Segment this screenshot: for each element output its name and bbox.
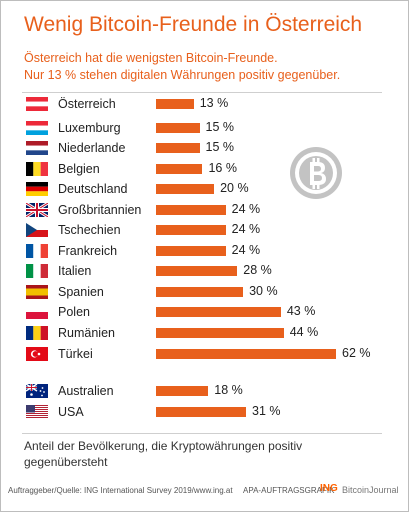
bar-row: Großbritannien 24 % xyxy=(0,201,409,221)
bar-row: Frankreich 24 % xyxy=(0,242,409,262)
bar xyxy=(156,123,200,133)
flag-icon xyxy=(26,264,48,278)
category-label: Australien xyxy=(58,384,114,398)
chart-title: Wenig Bitcoin-Freunde in Österreich xyxy=(24,13,363,36)
bar-row: Italien 28 % xyxy=(0,262,409,282)
category-label: Italien xyxy=(58,264,92,278)
flag-icon xyxy=(26,97,48,111)
data-label: 28 % xyxy=(243,263,272,277)
footer-source: Auftraggeber/Quelle: ING International S… xyxy=(8,486,233,495)
category-label: Luxemburg xyxy=(58,121,121,135)
bar-row: Österreich 13 % xyxy=(0,95,409,115)
flag-icon xyxy=(26,405,48,419)
bar xyxy=(156,246,226,256)
bar xyxy=(156,349,336,359)
flag-icon xyxy=(26,285,48,299)
category-label: Tschechien xyxy=(58,223,121,237)
bar xyxy=(156,328,284,338)
flag-icon xyxy=(26,384,48,398)
bar xyxy=(156,266,238,276)
bitcoin-icon xyxy=(290,147,342,199)
bar xyxy=(156,287,244,297)
bar-row: Türkei 62 % xyxy=(0,345,409,365)
flag-icon xyxy=(26,305,48,319)
flag-icon xyxy=(26,203,48,217)
category-label: Rumänien xyxy=(58,326,115,340)
data-label: 43 % xyxy=(286,304,316,318)
bar xyxy=(156,99,194,109)
bar xyxy=(156,205,226,215)
category-label: Österreich xyxy=(58,97,116,111)
category-label: Deutschland xyxy=(58,182,128,196)
bar xyxy=(156,164,203,174)
bar-row: Rumänien 44 % xyxy=(0,324,409,344)
bar xyxy=(156,184,215,194)
data-label: 24 % xyxy=(231,202,261,216)
bar-row: Australien 18 % xyxy=(0,382,409,402)
divider-top xyxy=(22,92,382,93)
data-label: 15 % xyxy=(205,120,235,134)
chart-note: Anteil der Bevölkerung, die Kryptowährun… xyxy=(24,439,303,469)
flag-icon xyxy=(26,182,48,196)
bar-row: Deutschland 20 % xyxy=(0,180,409,200)
data-label: 31 % xyxy=(252,404,281,418)
data-label: 13 % xyxy=(199,96,229,110)
flag-icon xyxy=(26,347,48,361)
category-label: Frankreich xyxy=(58,244,118,258)
bar-row: Belgien 16 % xyxy=(0,160,409,180)
data-label: 16 % xyxy=(208,161,237,175)
category-label: Polen xyxy=(58,305,90,319)
bar-row: Luxemburg 15 % xyxy=(0,119,409,139)
bar xyxy=(156,307,281,317)
bar-row: USA 31 % xyxy=(0,403,409,423)
data-label: 24 % xyxy=(231,243,261,257)
bar xyxy=(156,407,246,417)
category-label: USA xyxy=(58,405,84,419)
data-label: 20 % xyxy=(220,181,249,195)
bar-row: Tschechien 24 % xyxy=(0,221,409,241)
data-label: 44 % xyxy=(289,325,319,339)
flag-icon xyxy=(26,223,48,237)
footer-credit: APA-AUFTRAGSGRAFIK xyxy=(243,486,335,495)
flag-icon xyxy=(26,326,48,340)
category-label: Großbritannien xyxy=(58,203,142,217)
category-label: Belgien xyxy=(58,162,100,176)
data-label: 30 % xyxy=(249,284,278,298)
data-label: 62 % xyxy=(342,346,371,360)
category-label: Türkei xyxy=(58,347,93,361)
footer-watermark: BitcoinJournal xyxy=(342,485,399,495)
chart-subtitle-line1: Österreich hat die wenigsten Bitcoin-Fre… xyxy=(24,51,278,65)
bar xyxy=(156,386,209,396)
divider-bottom xyxy=(22,433,382,434)
footer-brand-logo: ING xyxy=(320,483,338,494)
category-label: Niederlande xyxy=(58,141,126,155)
flag-icon xyxy=(26,162,48,176)
bar-row: Niederlande 15 % xyxy=(0,139,409,159)
bar xyxy=(156,225,226,235)
category-label: Spanien xyxy=(58,285,104,299)
data-label: 18 % xyxy=(214,383,243,397)
bar-row: Spanien 30 % xyxy=(0,283,409,303)
bar-row: Polen 43 % xyxy=(0,303,409,323)
flag-icon xyxy=(26,244,48,258)
flag-icon xyxy=(26,141,48,155)
flag-icon xyxy=(26,121,48,135)
data-label: 24 % xyxy=(231,222,261,236)
chart-subtitle-line2: Nur 13 % stehen digitalen Währungen posi… xyxy=(24,68,341,82)
data-label: 15 % xyxy=(205,140,235,154)
bar xyxy=(156,143,200,153)
